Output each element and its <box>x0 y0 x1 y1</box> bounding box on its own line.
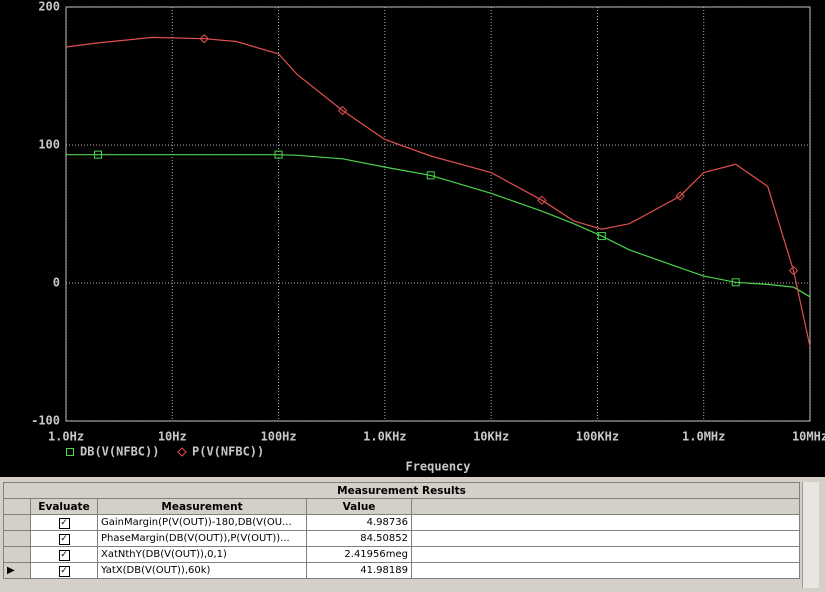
table-row[interactable]: ✓ GainMargin(P(V(OUT))-180,DB(V(OU... 4.98… <box>3 514 800 531</box>
header: Value <box>306 498 412 515</box>
y-tick-label: 0 <box>53 276 60 290</box>
marker <box>426 171 435 180</box>
marker <box>788 265 799 276</box>
scrollbar[interactable] <box>802 482 819 588</box>
series-line <box>66 154 811 298</box>
measurement: YatX(DB(V(OUT)),60k) <box>97 562 307 579</box>
plot-window: Frequency -100 0 100 200 1.0Hz 10Hz 100Hz 1.0KH… <box>0 0 825 477</box>
marker <box>537 195 547 205</box>
measurement-panel: Measurement Results Evaluate Measurement V… <box>0 478 825 592</box>
x-tick-label: 10Hz <box>158 430 187 444</box>
marker <box>731 278 740 287</box>
evaluate-checkbox[interactable]: ✓ <box>30 546 98 563</box>
x-tick-label: 1.0MHz <box>682 430 725 444</box>
marker <box>675 191 685 201</box>
y-tick-label: 100 <box>38 138 60 152</box>
marker <box>337 105 348 116</box>
table-row[interactable]: ✓ PhaseMargin(DB(V(OUT)),P(V(OUT))... 84.5… <box>3 530 800 547</box>
row-header <box>3 546 31 563</box>
row-header: ▶ <box>3 562 31 579</box>
header: Evaluate <box>30 498 98 515</box>
table-row[interactable]: ▶ ✓ YatX(DB(V(OUT)),60k) 41.98189 <box>3 562 800 579</box>
x-tick-label: 10KHz <box>473 430 509 444</box>
measurement: XatNthY(DB(V(OUT)),0,1) <box>97 546 307 563</box>
header: Measurement <box>97 498 307 515</box>
evaluate-checkbox[interactable]: ✓ <box>30 530 98 547</box>
evaluate-checkbox[interactable]: ✓ <box>30 562 98 579</box>
marker <box>66 448 74 456</box>
row-header <box>3 514 31 531</box>
x-tick-label: 1.0Hz <box>48 430 84 444</box>
y-tick-label: 200 <box>38 0 60 14</box>
marker <box>177 447 187 457</box>
series-line <box>65 36 811 347</box>
row-header <box>3 530 31 547</box>
value: 84.50852 <box>306 530 412 547</box>
marker <box>274 150 283 159</box>
value: 4.98736 <box>306 514 412 531</box>
marker <box>93 150 102 159</box>
measurement-table: Measurement Results Evaluate Measurement V… <box>3 482 800 579</box>
x-tick-label: 10MHz <box>792 430 825 444</box>
y-tick-label: -100 <box>31 414 60 428</box>
plot-background <box>0 0 825 477</box>
measurement: GainMargin(P(V(OUT))-180,DB(V(OU... <box>97 514 307 531</box>
marker <box>199 34 209 44</box>
x-tick-label: 1.0KHz <box>363 430 406 444</box>
measurement: PhaseMargin(DB(V(OUT)),P(V(OUT))... <box>97 530 307 547</box>
x-tick-label: 100Hz <box>261 430 297 444</box>
x-tick-label: 100KHz <box>576 430 619 444</box>
value: 41.98189 <box>306 562 412 579</box>
x-axis-label: Frequency <box>405 460 470 474</box>
table-title: Measurement Results <box>3 482 800 499</box>
marker <box>597 232 606 241</box>
legend-label: P(V(NFBC)) <box>192 445 264 459</box>
value: 2.41956meg <box>306 546 412 563</box>
legend-label: DB(V(NFBC)) <box>80 445 159 459</box>
table-row[interactable]: ✓ XatNthY(DB(V(OUT)),0,1) 2.41956meg <box>3 546 800 563</box>
evaluate-checkbox[interactable]: ✓ <box>30 514 98 531</box>
